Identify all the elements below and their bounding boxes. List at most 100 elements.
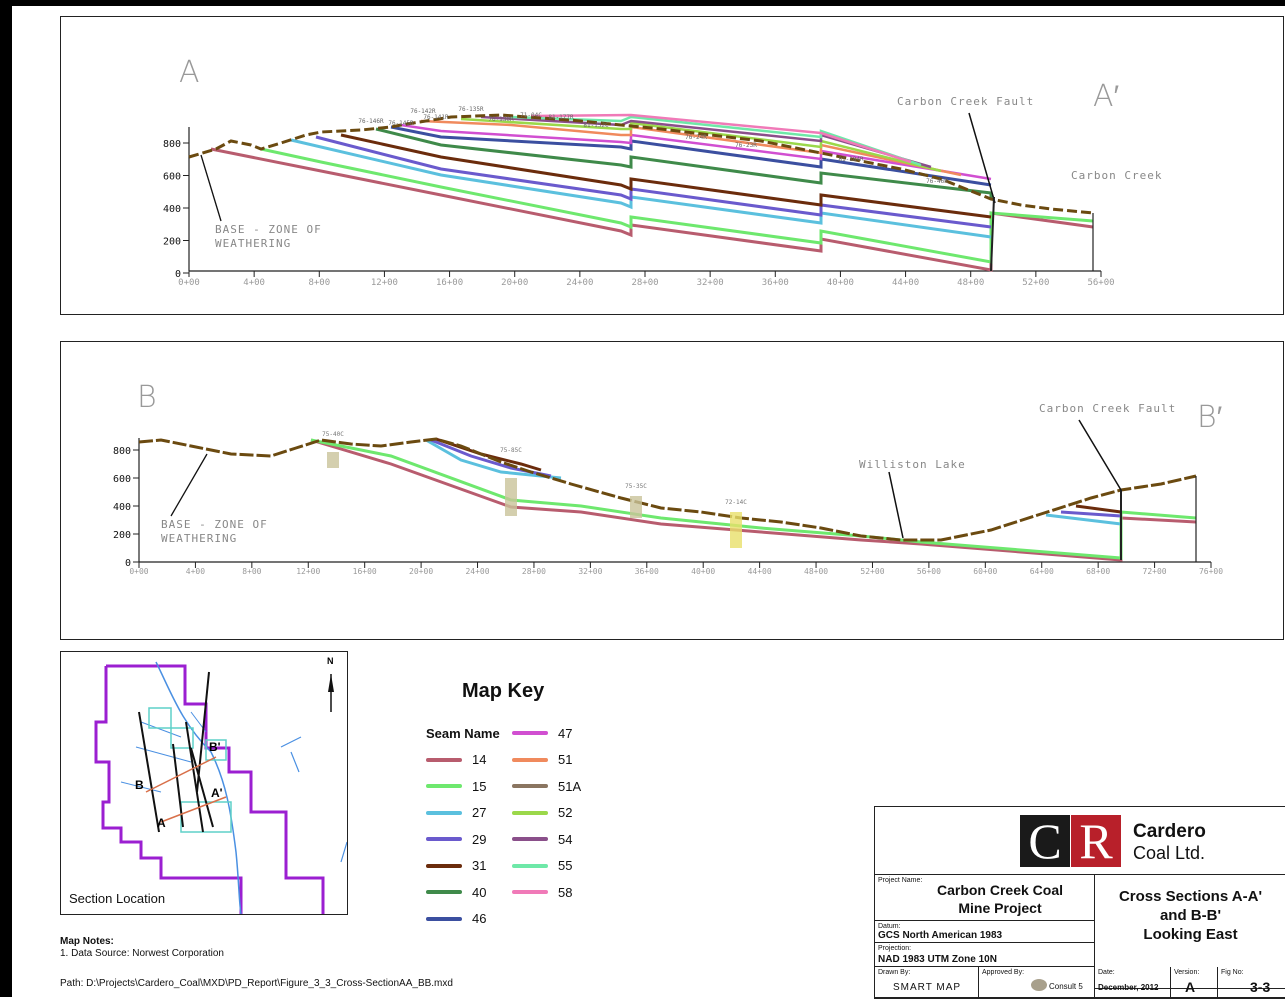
project-name: Carbon Creek Coal Mine Project bbox=[875, 881, 1125, 917]
drillhole-core-bar bbox=[630, 496, 642, 518]
date-caption: Date: bbox=[1098, 969, 1115, 976]
legend-label: 51 bbox=[558, 752, 573, 768]
legend-item: 29 bbox=[426, 826, 500, 853]
x-tick-label: 40+00 bbox=[691, 567, 715, 576]
x-tick-label: 36+00 bbox=[635, 567, 659, 576]
x-tick-label: 28+00 bbox=[522, 567, 546, 576]
legend-swatch bbox=[512, 810, 548, 815]
legend-swatch bbox=[426, 810, 462, 815]
section-b-base-label-2: WEATHERING bbox=[161, 532, 238, 545]
legend-label: 15 bbox=[472, 778, 487, 794]
map-notes-heading: Map Notes: bbox=[60, 936, 114, 947]
date-cell: Date: December, 2012 bbox=[1095, 967, 1171, 998]
x-tick-label: 68+00 bbox=[1086, 567, 1110, 576]
section-b-start-label: B bbox=[137, 380, 157, 415]
section-b-y-axis: 800 600 400 200 0 bbox=[113, 446, 139, 569]
x-tick-label: 12+00 bbox=[296, 567, 320, 576]
section-b-drillholes: 75-40C 75-85C 75-35C 72-14C bbox=[322, 431, 747, 548]
drillhole-label: 71-04C bbox=[520, 112, 542, 119]
legend-swatch bbox=[426, 757, 462, 762]
y-tick-label: 0 bbox=[175, 269, 181, 280]
legend-item: 46 bbox=[426, 906, 500, 933]
section-location-map: N B' B A' A Section Location bbox=[60, 651, 348, 915]
inset-label-b-prime: B' bbox=[209, 740, 221, 754]
drillhole-label: 76-24R bbox=[685, 134, 707, 141]
map-notes-line: 1. Data Source: Norwest Corporation bbox=[60, 948, 224, 959]
drillhole-label: 76-141R bbox=[423, 114, 449, 121]
drillhole-label: 76-23R bbox=[735, 142, 757, 149]
company-name-2: Coal Ltd. bbox=[1133, 843, 1206, 863]
legend-swatch bbox=[512, 731, 548, 736]
legend-label: 55 bbox=[558, 858, 573, 874]
drillhole-label: 76-135R bbox=[458, 106, 484, 113]
x-tick-label: 0+00 bbox=[129, 567, 148, 576]
x-tick-label: 24+00 bbox=[465, 567, 489, 576]
section-a-fault-label: Carbon Creek Fault bbox=[897, 95, 1035, 108]
legend-label: 31 bbox=[472, 858, 487, 874]
cross-section-a-panel: A A′ Carbon Creek Fault Carbon Creek BAS… bbox=[60, 16, 1284, 315]
map-key-title: Map Key bbox=[462, 680, 545, 702]
legend-label: 52 bbox=[558, 805, 573, 821]
drawn-caption: Drawn By: bbox=[878, 969, 911, 976]
legend-item: 27 bbox=[426, 800, 500, 827]
y-tick-label: 600 bbox=[113, 474, 131, 485]
legend-swatch bbox=[512, 890, 548, 895]
drillhole-core-bar bbox=[327, 452, 339, 468]
projection-cell: Projection: NAD 1983 UTM Zone 10N bbox=[875, 943, 1095, 967]
legend-item: 40 bbox=[426, 879, 500, 906]
drillhole-label: 75-85C bbox=[500, 447, 522, 454]
project-caption: Project Name: bbox=[878, 877, 923, 884]
projection-value: NAD 1983 UTM Zone 10N bbox=[878, 954, 997, 965]
drillhole-label: 75-35C bbox=[625, 483, 647, 490]
figure-title: Cross Sections A-A' and B-B' Looking Eas… bbox=[1095, 887, 1285, 944]
x-tick-label: 56+00 bbox=[917, 567, 941, 576]
drillhole-label: 75-40C bbox=[322, 431, 344, 438]
legend-label: 54 bbox=[558, 831, 573, 847]
x-tick-label: 52+00 bbox=[1022, 278, 1049, 288]
map-notes: Map Notes: 1. Data Source: Norwest Corpo… bbox=[60, 936, 224, 960]
legend-label: 40 bbox=[472, 884, 487, 900]
logo-r-mark: R bbox=[1071, 815, 1121, 867]
legend-item: 55 bbox=[512, 853, 581, 880]
x-tick-label: 16+00 bbox=[436, 278, 463, 288]
figure-title-line2: and B-B' bbox=[1159, 907, 1222, 924]
legend-label: 27 bbox=[472, 805, 487, 821]
version-caption: Version: bbox=[1174, 969, 1200, 976]
x-tick-label: 8+00 bbox=[308, 278, 330, 288]
legend-swatch bbox=[512, 837, 548, 842]
drawn-by-cell: Drawn By: SMART MAP bbox=[875, 967, 979, 998]
project-cell: Project Name: Carbon Creek Coal Mine Pro… bbox=[875, 875, 1095, 921]
x-tick-label: 36+00 bbox=[762, 278, 789, 288]
inset-label-a: A bbox=[157, 816, 166, 830]
map-key-left-column: Seam Name 14 15 27 29 31 40 46 bbox=[426, 720, 500, 932]
y-tick-label: 800 bbox=[163, 139, 181, 150]
datum-caption: Datum: bbox=[878, 923, 901, 930]
section-b-x-axis: 0+00 4+00 8+00 12+00 16+00 20+00 24+00 28+00 32+… bbox=[129, 562, 1223, 576]
title-block: C R Cardero Coal Ltd. Project Name: Carb… bbox=[874, 806, 1285, 999]
section-b-fault-label: Carbon Creek Fault bbox=[1039, 402, 1177, 415]
legend-label: 46 bbox=[472, 911, 487, 927]
section-a-profile: 800 600 400 200 0 0+00 4+00 8+00 12+00 16+00 20+0… bbox=[163, 106, 1115, 288]
legend-item: 52 bbox=[512, 800, 581, 827]
drillhole-label: 76-46R bbox=[926, 178, 948, 185]
date-value: December, 2012 bbox=[1098, 983, 1159, 992]
projection-caption: Projection: bbox=[878, 945, 912, 952]
drillhole-label: 76-145R bbox=[388, 120, 414, 127]
cross-section-b-panel: B B′ Carbon Creek Fault Williston Lake B… bbox=[60, 341, 1284, 640]
file-path: Path: D:\Projects\Cardero_Coal\MXD\PD_Re… bbox=[60, 978, 453, 989]
version-cell: Version: A bbox=[1171, 967, 1218, 998]
section-b-lake-label: Williston Lake bbox=[859, 458, 966, 471]
y-tick-label: 800 bbox=[113, 446, 131, 457]
figure-title-line3: Looking East bbox=[1143, 926, 1238, 943]
drillhole-label: 76-142R bbox=[410, 108, 436, 115]
section-b-end-label: B′ bbox=[1197, 400, 1223, 435]
section-b-base-label-1: BASE - ZONE OF bbox=[161, 518, 268, 531]
x-tick-label: 44+00 bbox=[892, 278, 919, 288]
legend-swatch bbox=[512, 784, 548, 789]
fig-caption: Fig No: bbox=[1221, 969, 1244, 976]
x-tick-label: 64+00 bbox=[1030, 567, 1054, 576]
x-tick-label: 12+00 bbox=[371, 278, 398, 288]
legend-label: 47 bbox=[558, 725, 573, 741]
x-tick-label: 40+00 bbox=[827, 278, 854, 288]
